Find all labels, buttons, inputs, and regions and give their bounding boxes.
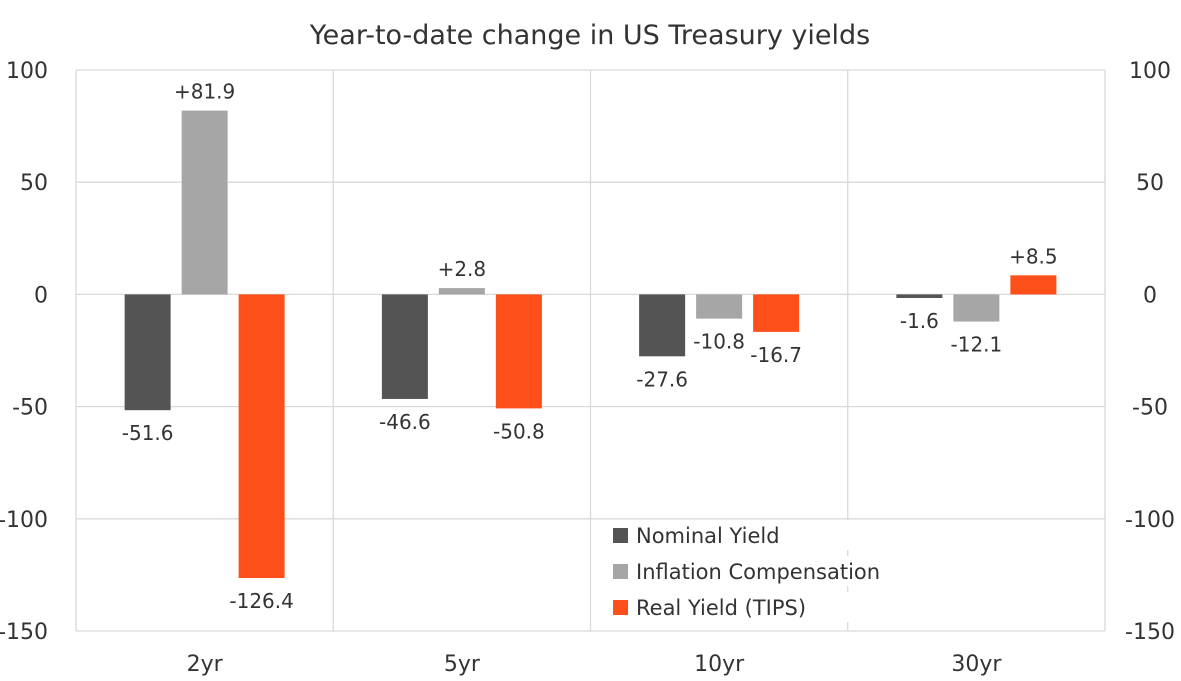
bar [953,294,1000,322]
y-tick-label-left: 50 [20,171,48,196]
y-tick-label-left: -100 [0,508,48,533]
y-tick-label-right: 100 [1129,59,1171,84]
bar [181,110,228,295]
legend-swatch [613,528,628,543]
bar [381,294,428,399]
y-tick-label-left: -150 [0,620,48,645]
data-label: -1.6 [900,309,939,333]
data-label: +81.9 [174,80,235,104]
y-tick-label-right: 0 [1143,283,1157,308]
x-tick-label: 2yr [187,652,224,677]
bar [696,294,743,319]
bar [639,294,686,357]
y-tick-label-right: 50 [1136,171,1164,196]
legend-label: Inflation Compensation [636,560,880,584]
x-tick-label: 30yr [951,652,1002,677]
y-tick-label-right: -100 [1125,508,1175,533]
bar [438,288,485,295]
data-label: -51.6 [122,421,174,445]
y-axis-left: 100 50 0 -50 -100 -150 [0,59,48,645]
legend-entry-bg [610,592,892,622]
y-tick-label-left: 0 [34,283,48,308]
legend: Nominal Yield Inflation Compensation Real … [610,520,892,622]
legend-entry-bg [610,556,892,586]
bar [753,294,800,332]
data-labels: -51.6 +81.9 -126.4 -46.6 +2.8 -50.8 -27.6-10.8… [122,80,1058,613]
data-label: -12.1 [951,333,1003,357]
legend-swatch [613,600,628,615]
x-tick-label: 10yr [694,652,745,677]
data-label: -10.8 [693,330,745,354]
x-tick-label: 5yr [444,652,481,677]
data-label: +8.5 [1009,244,1058,268]
data-label: +2.8 [438,257,487,281]
bar [1010,275,1057,295]
legend-label: Nominal Yield [636,524,780,548]
y-axis-right: 100 50 0 -50 -100 -150 [1125,59,1175,645]
chart-title: Year-to-date change in US Treasury yield… [309,20,870,51]
y-tick-label-left: -50 [12,396,48,421]
bar [896,294,943,298]
bars [124,110,1057,579]
data-label: -46.6 [379,410,431,434]
bar [238,294,285,579]
data-label: -16.7 [750,343,802,367]
legend-entry-bg [610,520,892,550]
data-label: -27.6 [636,367,688,391]
bar [495,294,542,409]
data-label: -126.4 [229,589,293,613]
y-tick-label-left: 100 [6,59,48,84]
data-label: -50.8 [493,419,545,443]
legend-label: Real Yield (TIPS) [636,596,806,620]
y-tick-label-right: -50 [1132,396,1168,421]
x-axis: 2yr 5yr 10yr 30yr [187,652,1003,677]
legend-swatch [613,564,628,579]
bar [124,294,171,411]
y-tick-label-right: -150 [1125,620,1175,645]
